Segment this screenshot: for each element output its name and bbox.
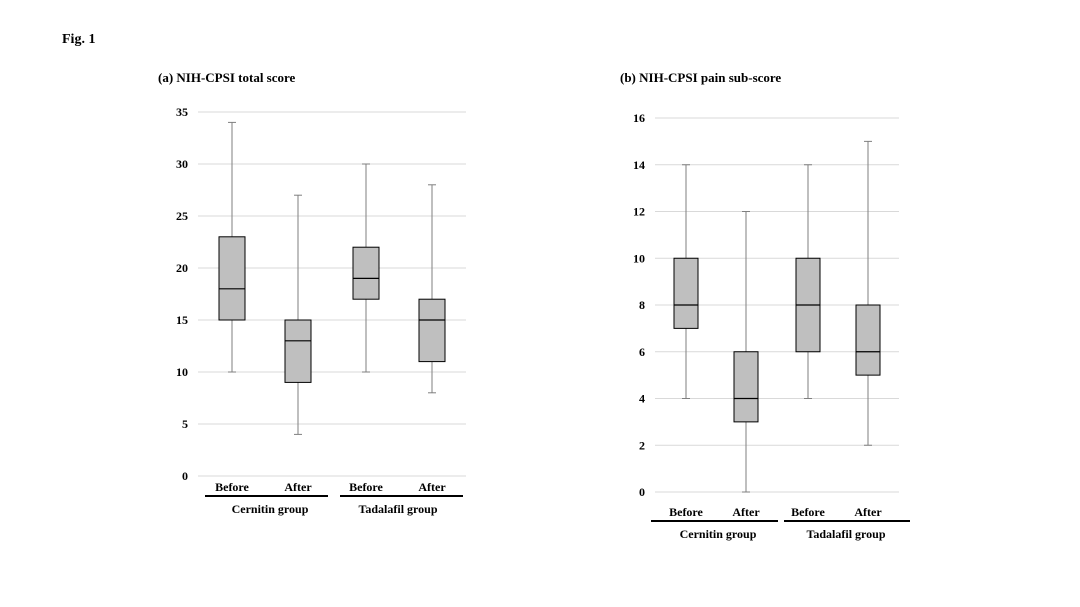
chart-a-y-tick-label: 30: [176, 157, 188, 171]
chart-a-y-tick-label: 15: [176, 313, 188, 327]
chart-b-box: [855, 304, 881, 376]
chart-b-y-tick-label: 0: [639, 485, 645, 499]
chart-b-title: (b) NIH-CPSI pain sub-score: [620, 70, 782, 85]
chart-b-y-tick-label: 14: [633, 158, 645, 172]
chart-b-y-tick-label: 2: [639, 438, 645, 452]
chart-a-title: (a) NIH-CPSI total score: [158, 70, 296, 85]
chart-a-category-label: After: [418, 480, 446, 494]
chart-b-y-tick-label: 8: [639, 298, 645, 312]
chart-a-y-tick-label: 0: [182, 469, 188, 483]
chart-a-category-label: After: [284, 480, 312, 494]
chart-a-group-label: Cernitin group: [232, 502, 309, 516]
chart-a-y-tick-label: 25: [176, 209, 188, 223]
chart-a-y-tick-label: 10: [176, 365, 188, 379]
chart-b-y-tick-label: 4: [639, 392, 645, 406]
chart-b-y-tick-label: 16: [633, 111, 645, 125]
chart-b-y-tick-label: 12: [633, 205, 645, 219]
chart-a-category-label: Before: [349, 480, 383, 494]
figure-label: Fig. 1: [62, 32, 96, 47]
chart-b-box: [733, 351, 759, 423]
chart-a-box: [418, 298, 446, 363]
chart-b-category-label: After: [854, 505, 882, 519]
chart-a-group-label: Tadalafil group: [358, 502, 437, 516]
chart-b-category-label: Before: [669, 505, 703, 519]
chart-b-box: [673, 257, 699, 329]
chart-b-group-label: Cernitin group: [680, 527, 757, 541]
chart-a-box: [218, 236, 246, 321]
chart-a-category-label: Before: [215, 480, 249, 494]
chart-b-y-tick-label: 6: [639, 345, 645, 359]
chart-b-category-label: After: [732, 505, 760, 519]
chart-b-y-tick-label: 10: [633, 251, 645, 265]
chart-a-y-tick-label: 5: [182, 417, 188, 431]
chart-b-category-label: Before: [791, 505, 825, 519]
chart-a-box: [284, 319, 312, 383]
chart-a-y-tick-label: 20: [176, 261, 188, 275]
chart-b-group-label: Tadalafil group: [806, 527, 885, 541]
chart-a-box: [352, 246, 380, 300]
chart-a-y-tick-label: 35: [176, 105, 188, 119]
